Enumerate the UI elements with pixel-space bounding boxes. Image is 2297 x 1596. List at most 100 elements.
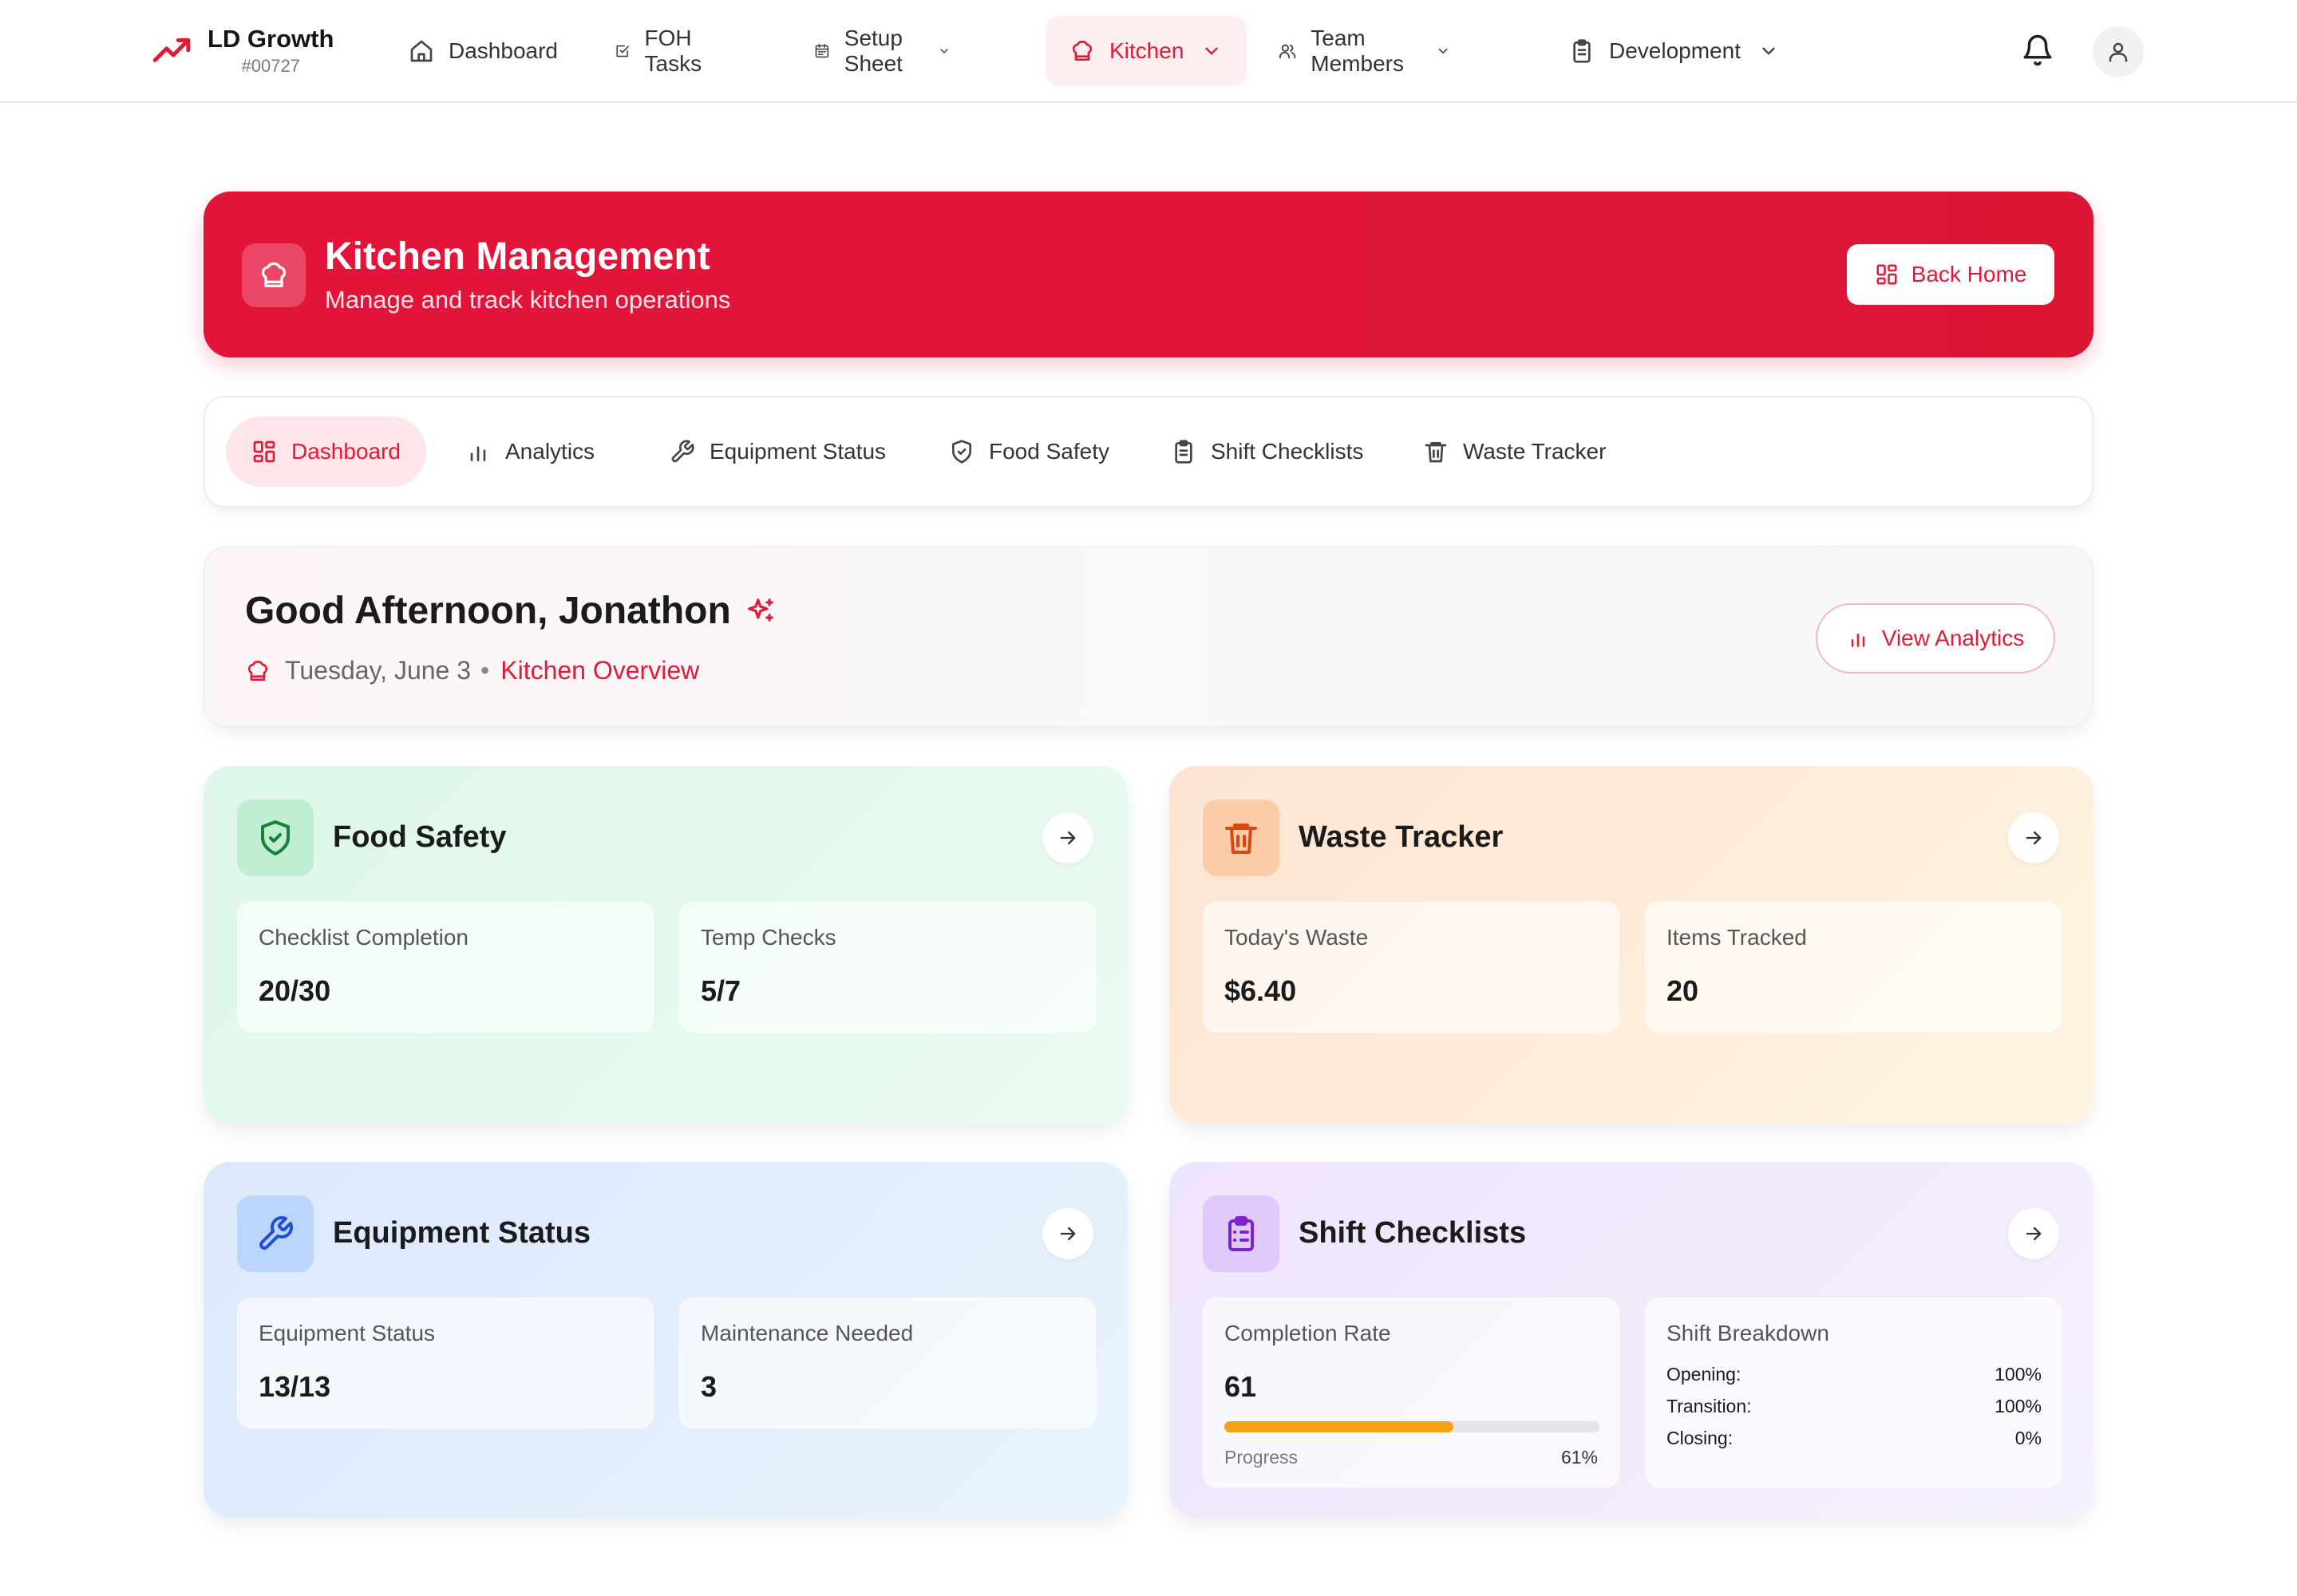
wrench-icon xyxy=(259,1216,293,1250)
grid-icon xyxy=(253,440,275,463)
equipment-status-icon-box xyxy=(237,1195,314,1272)
breakdown-name: Closing: xyxy=(1666,1428,1734,1448)
completion-progress-fill xyxy=(1224,1421,1453,1432)
view-analytics-label: View Analytics xyxy=(1881,626,2025,650)
equipment-status-card[interactable]: Equipment Status Equipment Status 13/13 … xyxy=(204,1162,1128,1518)
breakdown-name: Opening: xyxy=(1666,1364,1742,1385)
sparkles-icon xyxy=(747,598,773,622)
kitchen-hero-banner: Kitchen Management Manage and track kitc… xyxy=(204,192,2093,358)
completion-progress-bar xyxy=(1224,1421,1599,1432)
shift-checklists-card[interactable]: Shift Checklists Completion Rate 61 Prog… xyxy=(1169,1162,2093,1518)
tab-shift-checklists[interactable]: Shift Checklists xyxy=(1145,417,1389,487)
nav-dashboard-label: Dashboard xyxy=(449,38,558,63)
waste-tracker-icon-box xyxy=(1203,800,1279,876)
nav-setup-sheet[interactable]: Setup Sheet xyxy=(790,16,975,86)
greeting-title: Good Afternoon, Jonathon xyxy=(245,589,776,633)
breakdown-value: 0% xyxy=(2014,1428,2042,1448)
breakdown-row-transition: Transition: 100% xyxy=(1666,1396,2042,1428)
page-title: Kitchen Management xyxy=(325,235,710,278)
view-analytics-button[interactable]: View Analytics xyxy=(1816,603,2055,674)
chevron-down-icon xyxy=(1438,48,1447,54)
tab-analytics[interactable]: Analytics xyxy=(440,417,620,487)
back-home-button[interactable]: Back Home xyxy=(1847,244,2054,305)
top-navbar: LD Growth #00727 Dashboard FOH Tasks Set… xyxy=(0,0,2297,103)
tab-food-safety[interactable]: Food Safety xyxy=(923,417,1135,487)
shift-checklists-icon-box xyxy=(1203,1195,1279,1272)
brand-id: #00727 xyxy=(241,56,300,76)
kitchen-overview-link[interactable]: Kitchen Overview xyxy=(500,656,700,685)
arrow-right-icon xyxy=(1060,831,1076,845)
chevron-down-icon xyxy=(940,49,948,53)
items-tracked-stat: Items Tracked 20 xyxy=(1645,902,2062,1033)
clipboard-icon xyxy=(1573,39,1591,63)
trash-icon xyxy=(1225,824,1257,854)
brand-name: LD Growth xyxy=(208,25,334,53)
tab-waste-tracker-label: Waste Tracker xyxy=(1463,439,1607,464)
food-safety-card[interactable]: Food Safety Checklist Completion 20/30 T… xyxy=(204,766,1128,1124)
grid-icon xyxy=(1876,264,1897,285)
temp-checks-stat: Temp Checks 5/7 xyxy=(679,902,1096,1033)
food-safety-title: Food Safety xyxy=(333,820,507,854)
stat-label: Maintenance Needed xyxy=(701,1321,914,1345)
arrow-right-icon xyxy=(2026,831,2042,845)
stat-label: Temp Checks xyxy=(701,925,836,950)
nav-kitchen-label: Kitchen xyxy=(1109,38,1184,63)
food-safety-open-button[interactable] xyxy=(1042,812,1093,863)
greeting-separator: • xyxy=(480,656,490,685)
kitchen-tabs: Dashboard Analytics Equipment Status Foo… xyxy=(204,396,2093,508)
progress-percent: 61% xyxy=(1560,1447,1598,1468)
stat-label: Checklist Completion xyxy=(259,925,468,950)
tab-dashboard-label: Dashboard xyxy=(291,439,401,464)
nav-development[interactable]: Development xyxy=(1545,16,1803,86)
tab-equipment-status-label: Equipment Status xyxy=(710,439,887,464)
bell-icon[interactable] xyxy=(2021,34,2054,67)
shield-check-icon xyxy=(261,820,290,855)
nav-foh-tasks[interactable]: FOH Tasks xyxy=(591,16,736,86)
stat-value: 3 xyxy=(701,1370,718,1403)
shift-checklists-open-button[interactable] xyxy=(2008,1208,2059,1259)
tab-waste-tracker[interactable]: Waste Tracker xyxy=(1398,417,1631,487)
breakdown-value: 100% xyxy=(1995,1364,2042,1385)
nav-team-members[interactable]: Team Members xyxy=(1255,16,1474,86)
waste-tracker-card[interactable]: Waste Tracker Today's Waste $6.40 Items … xyxy=(1169,766,2093,1124)
user-icon xyxy=(2109,42,2128,62)
stat-label: Completion Rate xyxy=(1224,1321,1391,1345)
user-avatar[interactable] xyxy=(2093,26,2144,77)
chevron-down-icon xyxy=(1205,47,1219,55)
maintenance-needed-stat: Maintenance Needed 3 xyxy=(679,1298,1096,1428)
breakdown-value: 100% xyxy=(1995,1396,2042,1416)
stat-value: 13/13 xyxy=(259,1370,331,1403)
nav-development-label: Development xyxy=(1609,38,1741,63)
nav-setup-sheet-label: Setup Sheet xyxy=(844,26,903,76)
waste-tracker-open-button[interactable] xyxy=(2008,812,2059,863)
stat-label: Shift Breakdown xyxy=(1666,1321,1829,1345)
stat-value: 5/7 xyxy=(701,974,741,1007)
progress-label: Progress xyxy=(1224,1447,1299,1468)
equipment-status-title: Equipment Status xyxy=(333,1216,591,1250)
stat-value: 20/30 xyxy=(259,974,331,1007)
tab-dashboard[interactable]: Dashboard xyxy=(226,417,426,487)
bar-chart-icon xyxy=(1851,634,1865,647)
shift-breakdown-stat: Shift Breakdown Opening: 100% Transition… xyxy=(1645,1298,2062,1487)
nav-kitchen[interactable]: Kitchen xyxy=(1046,16,1247,86)
hero-icon-box xyxy=(242,243,306,307)
shift-breakdown-list: Opening: 100% Transition: 100% Closing: … xyxy=(1666,1364,2042,1460)
breakdown-row-closing: Closing: 0% xyxy=(1666,1428,2042,1460)
arrow-right-icon xyxy=(2026,1227,2042,1241)
nav-dashboard[interactable]: Dashboard xyxy=(385,16,582,86)
trending-up-icon xyxy=(152,38,191,62)
calendar-icon xyxy=(815,43,829,58)
checklist-completion-stat: Checklist Completion 20/30 xyxy=(237,902,654,1033)
stat-label: Today's Waste xyxy=(1224,925,1369,950)
wrench-icon xyxy=(671,440,694,463)
brand[interactable]: LD Growth #00727 xyxy=(152,24,334,78)
nav-foh-tasks-label: FOH Tasks xyxy=(644,26,702,76)
breakdown-name: Transition: xyxy=(1666,1396,1752,1416)
shift-checklists-title: Shift Checklists xyxy=(1299,1216,1527,1250)
tab-equipment-status[interactable]: Equipment Status xyxy=(644,417,911,487)
tab-food-safety-label: Food Safety xyxy=(989,439,1109,464)
stat-label: Items Tracked xyxy=(1666,925,1807,950)
equipment-status-open-button[interactable] xyxy=(1042,1208,1093,1259)
nav-team-members-label: Team Members xyxy=(1311,26,1404,76)
users-icon xyxy=(1279,44,1296,59)
